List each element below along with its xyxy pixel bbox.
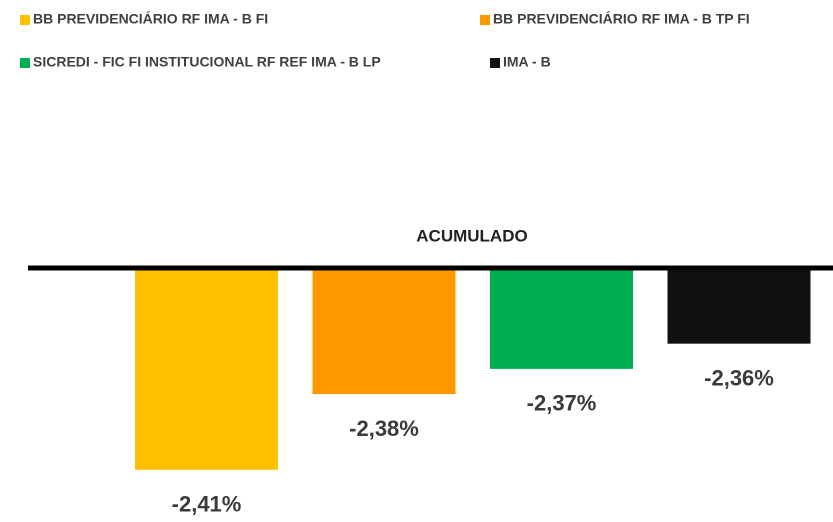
legend-swatch xyxy=(20,58,30,68)
value-label: -2,41% xyxy=(172,492,242,517)
legend-label: BB PREVIDENCIÁRIO RF IMA - B TP FI xyxy=(493,11,750,27)
bar xyxy=(490,268,633,369)
value-label: -2,38% xyxy=(349,416,419,441)
legend-swatch xyxy=(480,15,490,25)
value-label: -2,37% xyxy=(527,391,597,416)
bar xyxy=(667,268,811,344)
bar xyxy=(312,268,456,395)
value-label: -2,36% xyxy=(704,365,774,390)
chart-title: ACUMULADO xyxy=(416,226,527,245)
legend-swatch xyxy=(490,58,500,68)
legend-label: BB PREVIDENCIÁRIO RF IMA - B FI xyxy=(33,11,268,27)
legend-label: SICREDI - FIC FI INSTITUCIONAL RF REF IM… xyxy=(33,54,381,70)
legend-label: IMA - B xyxy=(503,54,551,70)
legend-swatch xyxy=(20,15,30,25)
bar xyxy=(135,268,278,470)
